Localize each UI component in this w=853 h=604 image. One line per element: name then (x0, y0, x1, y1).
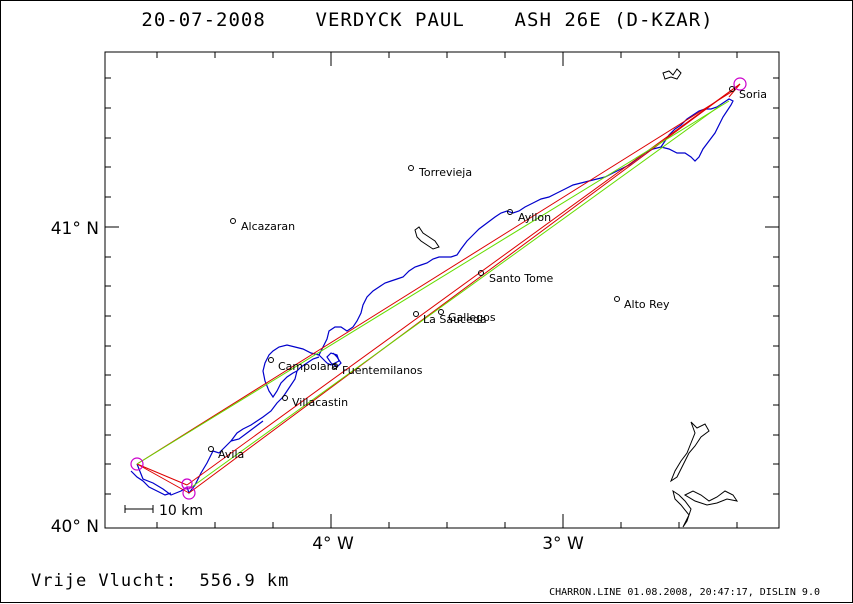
lat-label-40: 40° N (51, 517, 99, 537)
lon-label-3w: 3° W (542, 534, 584, 554)
place-marker-icon (478, 270, 484, 276)
place-marker-icon (413, 311, 419, 317)
page-title: 20-07-2008 VERDYCK PAUL ASH 26E (D-KZAR) (141, 9, 714, 31)
turnpoint-icon (181, 478, 193, 490)
scale-bar: 10 km (124, 503, 203, 519)
place-marker-icon (614, 296, 620, 302)
finish-turnpoint-icon (733, 77, 747, 91)
place-marker-icon (408, 165, 414, 171)
distance-summary: Vrije Vlucht: 556.9 km (31, 571, 290, 591)
place-label: Avila (218, 448, 244, 461)
place-labels: Soria Torrevieja Alcazaran Ayllon Santo … (218, 88, 767, 461)
water-bodies (414, 68, 739, 528)
place-label: Gallegos (448, 311, 496, 324)
turnpoint-icon (182, 486, 196, 500)
plot-frame (104, 51, 780, 529)
place-label: Villacastin (292, 396, 348, 409)
start-turnpoint-icon (130, 457, 144, 471)
place-label: Campolara (278, 360, 338, 373)
place-label: La Sauceda (423, 313, 487, 326)
credit-line: CHARRON.LINE 01.08.2008, 20:47:17, DISLI… (549, 587, 820, 598)
place-label: Alto Rey (624, 298, 670, 311)
task-lines (136, 83, 741, 494)
place-marker-icon (332, 363, 338, 369)
place-label: Torrevieja (418, 166, 472, 179)
place-label: Santo Tome (489, 272, 554, 285)
place-label: Soria (739, 88, 767, 101)
turnpoints (130, 77, 747, 500)
place-marker-icon (208, 446, 214, 452)
scale-label: 10 km (159, 503, 203, 519)
place-marker-icon (230, 218, 236, 224)
place-marker-icon (729, 86, 735, 92)
place-markers (208, 86, 735, 452)
lon-label-4w: 4° W (312, 534, 354, 554)
place-label: Ayllon (518, 211, 551, 224)
left-ticks (105, 52, 779, 528)
free-flight-lines (136, 100, 730, 490)
place-label: Alcazaran (241, 220, 295, 233)
place-marker-icon (438, 309, 444, 315)
place-marker-icon (282, 395, 288, 401)
place-marker-icon (507, 209, 513, 215)
place-label: Fuentemilanos (342, 364, 423, 377)
place-marker-icon (268, 357, 274, 363)
flight-track (130, 98, 734, 496)
lat-label-41: 41° N (51, 219, 99, 239)
